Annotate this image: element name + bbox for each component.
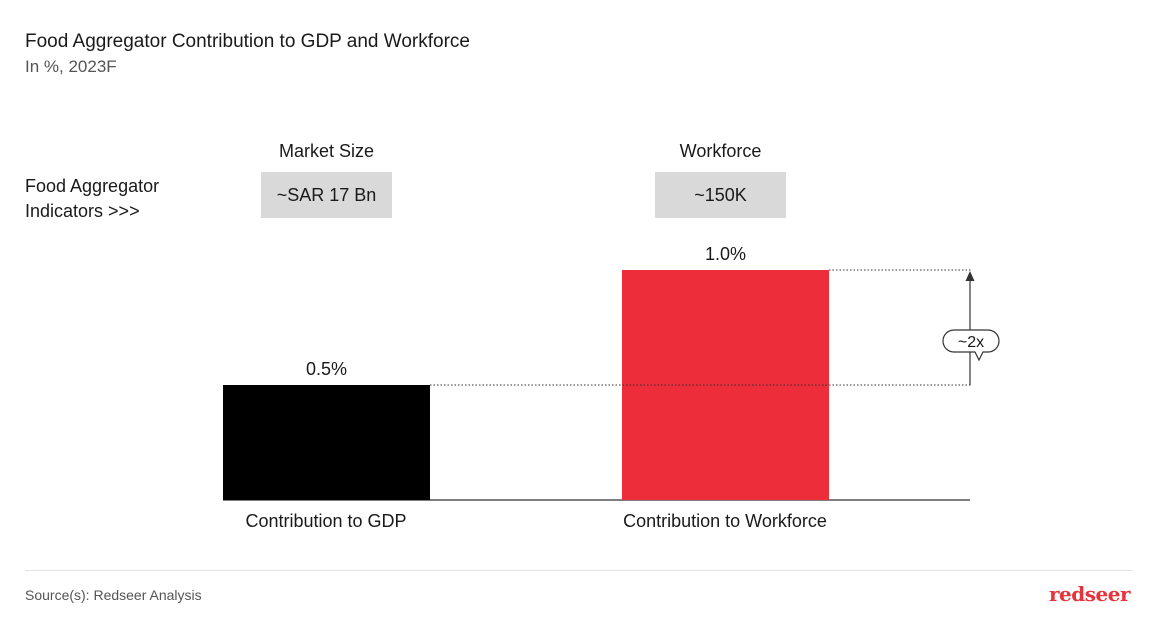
category-label-1: Contribution to GDP: [245, 511, 406, 531]
growth-callout-label: ~2x: [958, 334, 984, 351]
growth-callout-bubble: [942, 329, 1000, 362]
indicators-label-line1: Food Aggregator: [25, 176, 160, 196]
workforce-value-box: ~150K: [655, 172, 786, 218]
redseer-logo: redseer: [1049, 582, 1131, 606]
market-size-heading: Market Size: [278, 141, 375, 161]
category-label-2: Contribution to Workforce: [623, 511, 827, 531]
market-size-value-box: ~SAR 17 Bn: [261, 172, 392, 218]
chart-title: Food Aggregator Contribution to GDP and …: [25, 31, 470, 52]
indicators-label: Food Aggregator Indicators >>>: [25, 174, 159, 224]
source-note: Source(s): Redseer Analysis: [25, 587, 202, 603]
indicators-label-line2: Indicators >>>: [25, 201, 140, 221]
data-label-2: 1.0%: [705, 244, 746, 264]
chart-subtitle: In %, 2023F: [25, 57, 117, 76]
workforce-heading: Workforce: [679, 141, 762, 161]
growth-arrow-head: [965, 271, 975, 281]
bar-1: [223, 385, 430, 500]
data-label-1: 0.5%: [306, 359, 347, 379]
footer-divider: [25, 570, 1132, 571]
